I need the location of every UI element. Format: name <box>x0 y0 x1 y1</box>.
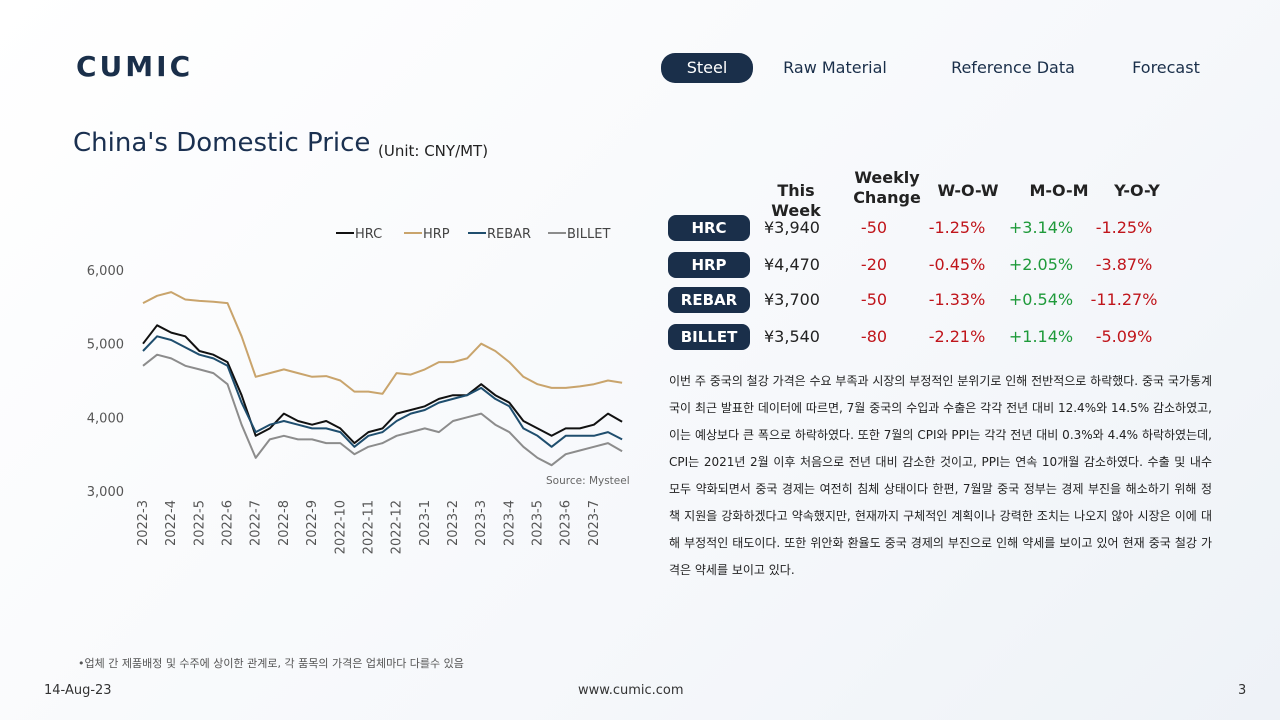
table-cell: -50 <box>860 290 888 309</box>
table-cell: +2.05% <box>1008 255 1074 274</box>
x-tick-label: 2022-6 <box>221 500 236 546</box>
nav-tab[interactable]: Forecast <box>1132 58 1200 77</box>
row-label: HRP <box>668 252 750 278</box>
column-header: M-O-M <box>1029 181 1089 200</box>
chart: 3,000 4,000 5,000 6,000 2022-3 2022-4 2022-5 20… <box>87 227 630 554</box>
row-label: REBAR <box>668 287 750 313</box>
table-cell: ¥3,700 <box>764 290 820 309</box>
legend-label: BILLET <box>567 227 610 242</box>
x-tick-label: 2022-5 <box>192 500 207 546</box>
x-tick-label: 2023-6 <box>559 500 574 546</box>
footer-date: 14-Aug-23 <box>44 683 112 698</box>
table-cell: +1.14% <box>1008 327 1074 346</box>
table-cell: +3.14% <box>1008 218 1074 237</box>
commentary: 이번 주 중국의 철강 가격은 수요 부족과 시장의 부정적인 분위기로 인해 … <box>669 374 1212 577</box>
column-header: Weekly Change <box>853 168 921 207</box>
table-cell: +0.54% <box>1008 290 1074 309</box>
table-cell: -50 <box>860 218 888 237</box>
column-header: This Week <box>771 181 821 220</box>
x-tick-label: 2023-1 <box>418 500 433 546</box>
footnote: •업체 간 제품배정 및 수주에 상이한 관계로, 각 품목의 가격은 업체마다… <box>78 657 464 670</box>
table-cell: -3.87% <box>1095 255 1153 274</box>
x-tick-label: 2023-2 <box>446 500 461 546</box>
x-tick-label: 2022-3 <box>136 500 151 546</box>
logo: CUMIC <box>76 50 194 83</box>
x-tick-label: 2023-5 <box>531 500 546 546</box>
table-cell: -11.27% <box>1090 290 1158 309</box>
nav-tab[interactable]: Steel <box>661 53 753 83</box>
legend-label: HRP <box>423 227 450 242</box>
table-cell: ¥3,940 <box>764 218 820 237</box>
x-tick-label: 2022-7 <box>249 500 264 546</box>
nav-tab[interactable]: Reference Data <box>951 58 1075 77</box>
nav-tab[interactable]: Raw Material <box>783 58 887 77</box>
y-tick-label: 6,000 <box>87 264 124 279</box>
x-tick-label: 2023-4 <box>502 500 517 546</box>
x-tick-label: 2022-8 <box>277 500 292 546</box>
x-tick-label: 2022-4 <box>164 500 179 546</box>
x-tick-label: 2022-9 <box>305 500 320 546</box>
x-tick-label: 2022-11 <box>361 500 376 554</box>
series-line <box>142 324 623 445</box>
source-note: Source: Mysteel <box>546 475 630 487</box>
page-title: China's Domestic Price <box>73 128 371 158</box>
table-cell: -1.33% <box>928 290 986 309</box>
table-cell: -5.09% <box>1095 327 1153 346</box>
y-tick-label: 3,000 <box>87 485 124 500</box>
series-line <box>142 353 623 467</box>
table-cell: ¥4,470 <box>764 255 820 274</box>
legend-label: REBAR <box>487 227 531 242</box>
series-line <box>142 291 623 395</box>
footer-url: www.cumic.com <box>578 683 684 698</box>
table-cell: -20 <box>860 255 888 274</box>
price-table: This Week Weekly Change W-O-W M-O-M Y-O-Y HRC… <box>668 168 1160 350</box>
y-tick-label: 4,000 <box>87 411 124 426</box>
x-tick-label: 2022-12 <box>390 500 405 554</box>
table-cell: -1.25% <box>928 218 986 237</box>
y-tick-label: 5,000 <box>87 338 124 353</box>
column-header: Y-O-Y <box>1114 181 1160 200</box>
column-header: W-O-W <box>937 181 999 200</box>
table-cell: ¥3,540 <box>764 327 820 346</box>
x-tick-label: 2023-7 <box>587 500 602 546</box>
x-tick-label: 2023-3 <box>474 500 489 546</box>
row-label: HRC <box>668 215 750 241</box>
table-cell: -0.45% <box>928 255 986 274</box>
series-line <box>142 335 623 448</box>
x-tick-label: 2022-10 <box>333 500 348 554</box>
unit: (Unit: CNY/MT) <box>378 142 489 160</box>
legend-label: HRC <box>355 227 382 242</box>
row-label: BILLET <box>668 324 750 350</box>
page-number: 3 <box>1238 683 1247 698</box>
table-cell: -2.21% <box>928 327 986 346</box>
table-cell: -1.25% <box>1095 218 1153 237</box>
table-cell: -80 <box>860 327 888 346</box>
